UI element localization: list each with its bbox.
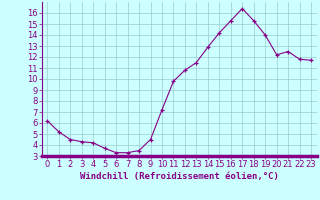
X-axis label: Windchill (Refroidissement éolien,°C): Windchill (Refroidissement éolien,°C) bbox=[80, 172, 279, 181]
